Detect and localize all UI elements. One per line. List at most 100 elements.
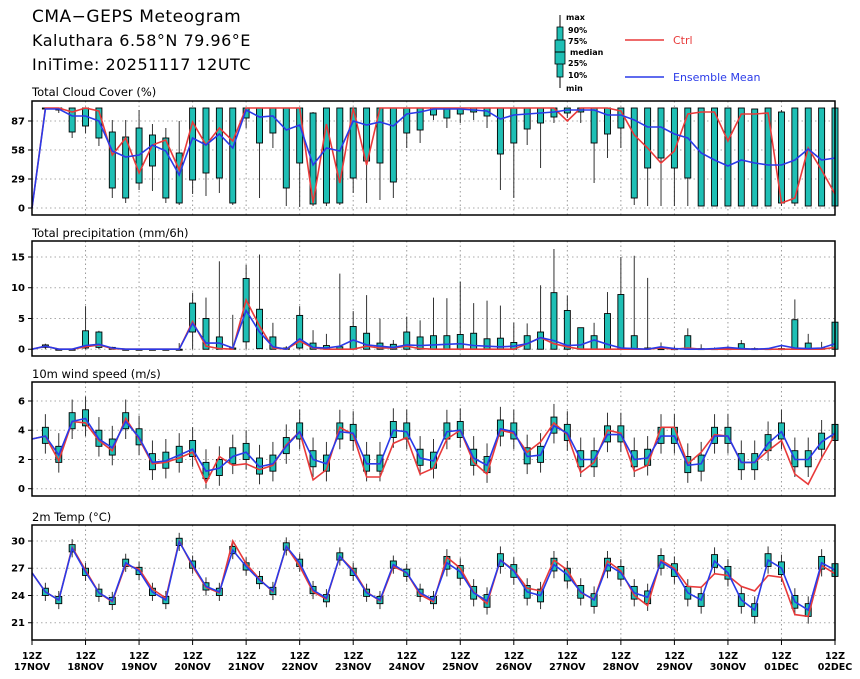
- box-plot: [41, 414, 49, 454]
- box-iqr: [684, 107, 692, 179]
- x-tick-hour: 12Z: [504, 651, 524, 662]
- box-iqr: [108, 131, 116, 189]
- box-plot: [202, 297, 210, 350]
- box-iqr: [791, 107, 799, 204]
- box-plot: [456, 408, 464, 448]
- box-plot: [590, 107, 598, 183]
- box-plot: [537, 285, 545, 350]
- box-plot: [670, 107, 678, 206]
- x-tick-hour: 12Z: [236, 651, 256, 662]
- box-iqr: [563, 310, 571, 350]
- box-plot: [256, 107, 263, 198]
- box-plot: [778, 409, 785, 450]
- time-axis: 12Z17NOV12Z18NOV12Z19NOV12Z20NOV12Z21NOV…: [14, 640, 852, 673]
- box-plot: [684, 328, 692, 350]
- box-plot: [363, 107, 371, 203]
- box-iqr: [617, 107, 625, 129]
- ctrl-line: [31, 107, 836, 209]
- panel-2: 10m wind speed (m/s) 0 2 4 6: [18, 367, 839, 497]
- box-plot: [349, 411, 357, 451]
- location-label: Kaluthara 6.58°N 79.96°E: [32, 31, 251, 50]
- box-plot: [416, 107, 424, 143]
- box-iqr: [670, 107, 678, 169]
- box-plot: [322, 107, 330, 206]
- box-plot: [644, 277, 652, 350]
- ensemble-mean-line: [31, 417, 836, 473]
- panel-0: Total Cloud Cover (%) 0 29 58 87: [11, 85, 839, 216]
- box-plot: [550, 248, 558, 350]
- y-tick-label: 5: [18, 314, 25, 325]
- box-plot: [68, 107, 76, 138]
- box-iqr: [791, 319, 799, 350]
- box-iqr: [537, 331, 545, 350]
- box-iqr: [537, 107, 545, 124]
- box-plot: [68, 399, 76, 439]
- x-tick-hour: 12Z: [825, 651, 845, 662]
- box-iqr: [363, 107, 371, 162]
- box-plot: [443, 107, 451, 128]
- panel-frame: [31, 100, 836, 216]
- box-iqr: [630, 107, 638, 199]
- box-plot: [430, 297, 437, 350]
- box-plot: [724, 414, 732, 454]
- box-plot: [590, 322, 598, 350]
- box-plot: [162, 439, 170, 479]
- box-iqr: [617, 294, 625, 350]
- box-plot: [697, 441, 705, 482]
- box-iqr: [550, 292, 558, 350]
- legend-label-median: median: [570, 48, 604, 57]
- ctrl-line: [31, 416, 836, 486]
- box-iqr: [296, 314, 304, 349]
- y-tick-label: 29: [11, 175, 25, 186]
- box-plot: [282, 107, 290, 206]
- x-tick-hour: 12Z: [343, 651, 363, 662]
- panel-3: 2m Temp (°C) 21 24 27 30: [11, 510, 839, 641]
- x-tick-hour: 12Z: [22, 651, 42, 662]
- x-tick-hour: 12Z: [450, 651, 470, 662]
- box-iqr: [510, 107, 518, 144]
- x-tick-hour: 12Z: [664, 651, 684, 662]
- y-tick-label: 15: [11, 252, 25, 263]
- box-iqr: [269, 107, 277, 134]
- box-iqr: [363, 332, 371, 350]
- box-iqr: [590, 107, 598, 144]
- box-plot: [389, 107, 397, 198]
- panel-title: Total Cloud Cover (%): [31, 85, 156, 99]
- box-plot: [496, 107, 504, 190]
- y-tick-label: 0: [18, 204, 25, 215]
- box-plot: [737, 440, 745, 480]
- x-tick-date: 20NOV: [174, 662, 211, 673]
- box-plot: [563, 411, 571, 451]
- box-plot: [135, 110, 143, 190]
- box-plot: [403, 316, 411, 350]
- box-plot: [711, 107, 718, 207]
- y-tick-label: 4: [18, 426, 25, 437]
- legend-label-p25: 25%: [568, 59, 587, 68]
- x-tick-date: 29NOV: [656, 662, 693, 673]
- box-plot: [229, 434, 237, 475]
- x-tick-date: 30NOV: [710, 662, 747, 673]
- x-tick-date: 01DEC: [764, 662, 799, 673]
- x-tick-hour: 12Z: [290, 651, 310, 662]
- box-iqr: [456, 334, 464, 350]
- box-plot: [751, 108, 759, 207]
- box-plot: [563, 295, 571, 350]
- x-tick-hour: 12Z: [771, 651, 791, 662]
- x-tick-hour: 12Z: [557, 651, 577, 662]
- y-tick-label: 87: [11, 117, 25, 128]
- box-plot: [523, 434, 531, 475]
- box-iqr: [724, 107, 732, 207]
- box-iqr: [82, 330, 89, 349]
- panel-frame: [31, 381, 836, 497]
- box-iqr: [751, 108, 759, 207]
- y-tick-label: 10: [11, 283, 25, 294]
- box-iqr: [189, 302, 197, 333]
- box-iqr: [590, 335, 598, 350]
- box-plot: [604, 292, 611, 350]
- y-tick-label: 0: [18, 484, 25, 495]
- panel-1: Total precipitation (mm/6h) 0 5 10 15: [11, 226, 839, 357]
- legend: max 90% 75% median 25% 10% min Ctrl Ense…: [554, 13, 760, 93]
- box-plot: [483, 300, 491, 350]
- box-plot: [644, 107, 652, 206]
- box-plot: [122, 120, 130, 203]
